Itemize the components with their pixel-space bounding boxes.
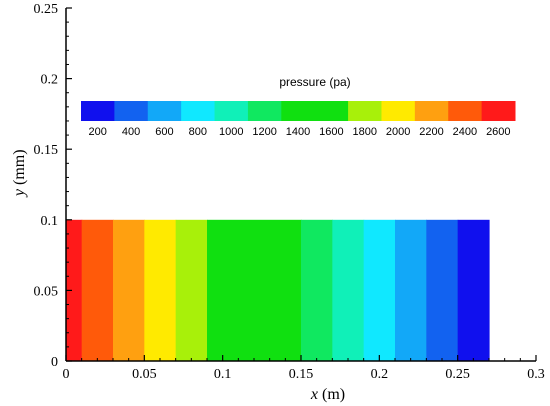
legend-label: 2000: [386, 126, 410, 138]
x-tick-label: 0.2: [371, 367, 389, 382]
legend-swatch-11: [448, 101, 483, 121]
x-axis-unit: (m): [322, 386, 345, 403]
x-tick-label: 0.3: [527, 367, 545, 382]
contour-band-5: [207, 219, 302, 361]
contour-band-1: [81, 219, 114, 361]
legend: pressure (pa) 200 400 600 800 1000 1200 1400 16…: [81, 75, 516, 138]
legend-swatch-12: [481, 101, 516, 121]
legend-label: 1000: [219, 126, 243, 138]
contour-band-7: [332, 219, 365, 361]
contour-band-2: [113, 219, 145, 361]
legend-label: 200: [89, 126, 107, 138]
legend-label: 600: [155, 126, 173, 138]
x-tick-label: 0.05: [132, 367, 157, 382]
legend-label: 2200: [419, 126, 443, 138]
x-tick-label: 0.1: [214, 367, 232, 382]
legend-swatch-9: [381, 101, 416, 121]
x-tick-label: 0: [63, 367, 70, 382]
contour-band-10: [426, 219, 459, 361]
legend-swatch-5: [247, 101, 282, 121]
x-axis-title: x (m): [310, 386, 345, 403]
legend-label: 2400: [453, 126, 477, 138]
legend-label: 1600: [319, 126, 343, 138]
contour-bands: [66, 219, 490, 361]
legend-label: 2600: [486, 126, 510, 138]
y-axis-unit: (mm): [11, 149, 28, 185]
y-axis-variable: y: [11, 188, 28, 198]
contour-band-3: [144, 219, 177, 361]
contour-band-6: [301, 219, 333, 361]
x-tick-label: 0.25: [445, 367, 470, 382]
contour-band-9: [395, 219, 427, 361]
y-tick-label: 0: [51, 355, 58, 370]
legend-swatch-0: [81, 101, 115, 121]
legend-label: 800: [189, 126, 207, 138]
legend-label: 400: [122, 126, 140, 138]
contour-band-11: [457, 219, 490, 361]
contour-band-4: [175, 219, 208, 361]
y-tick-label: 0.1: [41, 214, 59, 229]
y-tick-label: 0.25: [34, 2, 59, 17]
legend-swatch-1: [114, 101, 149, 121]
legend-label: 1400: [286, 126, 310, 138]
y-tick-label: 0.15: [34, 143, 59, 158]
axis-ticks: 0 0.05 0.1 0.15 0.2 0.25 0.3 0 0.05 0.1 0.15 0.2 0.2…: [34, 2, 545, 382]
legend-swatch-8: [348, 101, 382, 121]
x-tick-label: 0.15: [289, 367, 314, 382]
legend-swatch-4: [214, 101, 249, 121]
y-axis-title: y (mm): [11, 149, 28, 198]
y-tick-label: 0.2: [41, 73, 59, 88]
y-tick-label: 0.05: [34, 284, 59, 299]
legend-swatch-7: [314, 101, 349, 121]
legend-swatch-6: [281, 101, 316, 121]
legend-title: pressure (pa): [279, 75, 350, 89]
contour-band-8: [363, 219, 396, 361]
legend-swatch-2: [147, 101, 182, 121]
x-axis-variable: x: [310, 386, 318, 403]
legend-label: 1200: [252, 126, 276, 138]
legend-swatch-10: [414, 101, 449, 121]
contour-band-0: [66, 219, 83, 361]
legend-label: 1800: [353, 126, 377, 138]
legend-swatch-3: [181, 101, 216, 121]
